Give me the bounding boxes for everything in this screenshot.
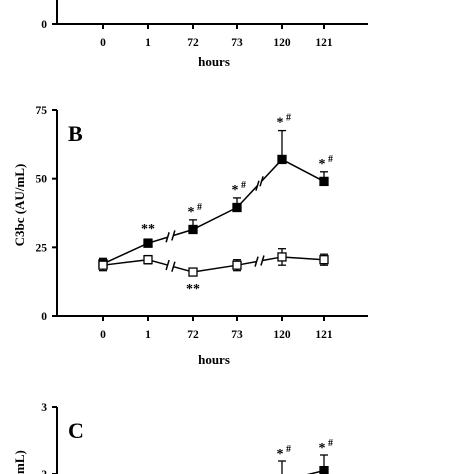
series-open-point bbox=[188, 267, 198, 277]
panel-c-y-label-fragment: mL) bbox=[12, 450, 27, 474]
series-filled-break-mark bbox=[165, 232, 170, 243]
panel-c-annotation-hash: # bbox=[286, 444, 291, 455]
series-filled-line bbox=[281, 158, 325, 183]
panel-c-point bbox=[319, 465, 329, 474]
series-filled-annotation-star: * bbox=[277, 116, 284, 131]
series-filled-annotation: ** bbox=[141, 222, 155, 237]
series-filled-point bbox=[232, 202, 242, 213]
series-filled-point bbox=[143, 238, 153, 248]
panel-a-xtick-label: 1 bbox=[145, 37, 151, 49]
series-open-break-mark bbox=[171, 261, 176, 272]
panel-b-xtick-label: 73 bbox=[231, 329, 243, 341]
panel-b-xtick-label: 0 bbox=[100, 329, 106, 341]
series-open-line bbox=[281, 256, 325, 261]
series-filled-annotation-hash: # bbox=[286, 113, 291, 124]
panel-a-xtick-label: 73 bbox=[231, 37, 243, 49]
series-open-break-mark bbox=[260, 255, 265, 266]
panel-b: B 0 25 50 75 0 1 72 73 120 121 C3bc (AU/mL) hour… bbox=[12, 105, 368, 367]
panel-b-xtick-label: 121 bbox=[315, 329, 333, 341]
series-filled-point bbox=[277, 154, 287, 165]
panel-b-ytick-label: 75 bbox=[36, 105, 48, 117]
panel-b-xtick-label: 72 bbox=[187, 329, 199, 341]
series-open-point bbox=[98, 260, 108, 270]
panel-b-plot: *** #* #* #* #** bbox=[98, 113, 333, 297]
panel-b-y-ticks: 0 25 50 75 bbox=[36, 105, 57, 323]
panel-a-x-label: hours bbox=[198, 54, 230, 69]
series-open-line bbox=[102, 258, 149, 266]
series-open-line bbox=[192, 264, 238, 273]
series-open-point bbox=[232, 260, 242, 270]
series-filled-annotation-star: * bbox=[319, 157, 326, 172]
panel-c-letter: C bbox=[68, 418, 84, 443]
series-filled-point bbox=[319, 176, 329, 187]
panel-c-annotation-star: * bbox=[277, 447, 284, 462]
panel-b-ytick-label: 25 bbox=[36, 242, 48, 254]
panel-b-letter: B bbox=[68, 121, 83, 146]
series-open-break-mark bbox=[165, 259, 170, 271]
series-filled-annotation-hash: # bbox=[197, 202, 202, 213]
panel-a-xtick-label: 121 bbox=[315, 37, 333, 49]
panel-b-x-ticks: 0 1 72 73 120 121 bbox=[100, 316, 333, 341]
panel-b-ytick-label: 50 bbox=[36, 174, 48, 186]
series-filled-line bbox=[192, 206, 238, 231]
series-filled-annotation-hash: # bbox=[241, 180, 246, 191]
series-filled-break-mark bbox=[259, 176, 264, 187]
panel-c-ytick-label-3: 3 bbox=[41, 402, 47, 414]
panel-b-x-label: hours bbox=[198, 352, 230, 367]
panel-a-xtick-label: 72 bbox=[187, 37, 199, 49]
series-filled-break-mark bbox=[255, 180, 260, 191]
series-open-break-mark bbox=[254, 256, 259, 267]
panel-c-plot: * # * # bbox=[277, 438, 333, 474]
series-filled-annotation-star: * bbox=[188, 205, 195, 220]
panel-c-annotation-star: * bbox=[319, 441, 326, 456]
series-filled-point bbox=[188, 224, 198, 235]
series-open-point bbox=[277, 252, 287, 262]
series-open-point bbox=[143, 255, 153, 265]
panel-b-y-label: C3bc (AU/mL) bbox=[12, 164, 27, 247]
panel-c-annotation-hash: # bbox=[328, 438, 333, 449]
panel-a-x-ticks: 0 1 72 73 120 121 bbox=[100, 24, 333, 49]
series-filled-line bbox=[102, 242, 149, 265]
panel-b-xtick-label: 1 bbox=[145, 329, 151, 341]
panel-a-xtick-label: 120 bbox=[273, 37, 291, 49]
series-filled-break-mark bbox=[171, 230, 176, 241]
panel-b-ytick-label: 0 bbox=[41, 311, 47, 323]
series-filled-annotation-hash: # bbox=[328, 154, 333, 165]
panel-a-xtick-label: 0 bbox=[100, 37, 106, 49]
series-filled-annotation-star: * bbox=[232, 183, 239, 198]
panel-a: 0 0 1 72 73 120 121 hours bbox=[41, 0, 368, 69]
panel-c: 3 2 C mL) *#*# bbox=[12, 402, 333, 474]
panel-b-xtick-label: 120 bbox=[273, 329, 291, 341]
series-open-annotation-below: ** bbox=[186, 282, 200, 297]
panel-a-ytick-label: 0 bbox=[41, 19, 47, 31]
series-open-point bbox=[319, 255, 329, 265]
panel-c-series-line bbox=[306, 469, 325, 474]
panel-c-ytick-label-2: 2 bbox=[41, 469, 47, 474]
